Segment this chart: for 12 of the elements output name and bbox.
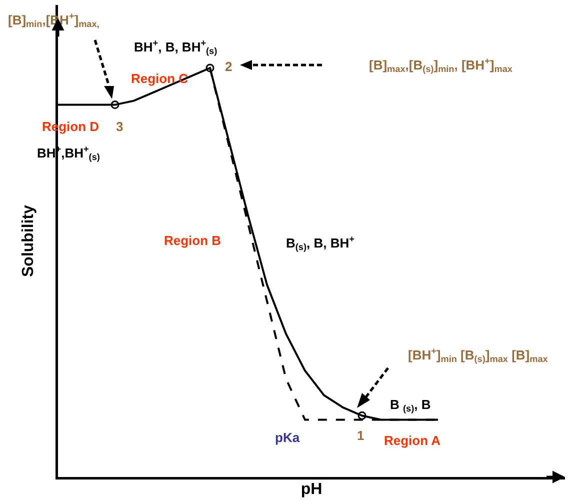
annotation: 1 [357, 428, 364, 443]
annotation: 2 [225, 59, 232, 74]
text: [BH$^{+}$]$_{min}$ [B$_{(s)}$]$_{max}$ [B]$_{max}$ [408, 346, 548, 364]
annotation: B$_{(s)}$, B, BH$^{+}$ [286, 234, 354, 252]
y-axis-title: Solubility [20, 204, 38, 277]
annotation: Region B [164, 233, 222, 248]
text: [B]$_{max}$,[B$_{(s)}$]$_{min}$, [BH$^{+}$]$_{max}$ [369, 56, 512, 74]
annotation: B $_{(s)}$, B [390, 397, 431, 414]
annotation: pKa [275, 430, 300, 445]
x-axis-title: pH [300, 481, 322, 498]
annotation: 3 [116, 119, 124, 134]
annotation: Region A [384, 433, 442, 448]
